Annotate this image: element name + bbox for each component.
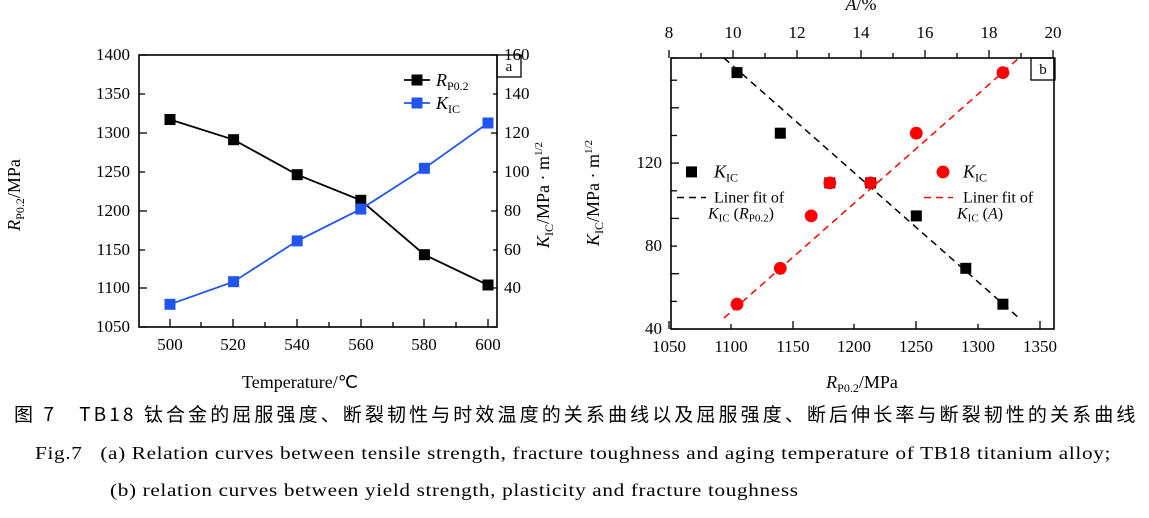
svg-text:12: 12	[789, 23, 806, 42]
svg-text:1250: 1250	[899, 337, 933, 356]
svg-text:600: 600	[475, 335, 501, 354]
svg-text:40: 40	[504, 278, 521, 297]
svg-text:KIC: KIC	[962, 162, 987, 185]
svg-text:160: 160	[504, 45, 530, 64]
svg-text:KIC (A): KIC (A)	[956, 206, 1003, 225]
svg-text:540: 540	[284, 335, 310, 354]
svg-text:1350: 1350	[96, 84, 130, 103]
svg-text:KIC: KIC	[435, 93, 460, 116]
svg-text:16: 16	[917, 23, 934, 42]
svg-text:60: 60	[504, 240, 521, 259]
svg-text:1200: 1200	[837, 337, 871, 356]
svg-text:1050: 1050	[652, 337, 686, 356]
svg-text:Liner fit of: Liner fit of	[714, 190, 785, 207]
svg-text:1050: 1050	[96, 317, 130, 336]
svg-text:1250: 1250	[96, 162, 130, 181]
svg-text:580: 580	[411, 335, 437, 354]
svg-text:120: 120	[637, 153, 663, 172]
svg-text:500: 500	[157, 335, 183, 354]
svg-text:Temperature/℃: Temperature/℃	[242, 372, 358, 392]
svg-text:1150: 1150	[776, 337, 809, 356]
svg-text:KIC (RP0.2): KIC (RP0.2)	[707, 206, 774, 225]
svg-text:520: 520	[220, 335, 246, 354]
svg-text:8: 8	[665, 23, 674, 42]
svg-text:1300: 1300	[96, 123, 130, 142]
svg-text:b: b	[1039, 62, 1047, 78]
svg-text:1100: 1100	[97, 278, 130, 297]
svg-text:120: 120	[504, 123, 530, 142]
svg-text:10: 10	[725, 23, 742, 42]
svg-text:A/%: A/%	[845, 0, 877, 14]
svg-text:20: 20	[1045, 23, 1062, 42]
svg-text:140: 140	[504, 84, 530, 103]
svg-text:80: 80	[504, 201, 521, 220]
svg-text:1150: 1150	[97, 240, 130, 259]
svg-text:560: 560	[348, 335, 374, 354]
svg-text:KIC: KIC	[713, 162, 738, 185]
svg-text:1200: 1200	[96, 201, 130, 220]
svg-text:40: 40	[645, 319, 662, 338]
svg-text:RP0.2: RP0.2	[435, 70, 469, 93]
svg-text:1400: 1400	[96, 45, 130, 64]
svg-text:Liner fit of: Liner fit of	[963, 190, 1034, 207]
svg-text:KIC/MPa · m1/2: KIC/MPa · m1/2	[583, 140, 606, 247]
svg-text:1300: 1300	[961, 337, 995, 356]
svg-text:KIC/MPa · m1/2: KIC/MPa · m1/2	[533, 142, 556, 249]
svg-text:14: 14	[853, 23, 871, 42]
svg-text:80: 80	[645, 236, 662, 255]
svg-text:1100: 1100	[714, 337, 747, 356]
svg-text:RP0.2/MPa: RP0.2/MPa	[4, 159, 27, 232]
svg-text:18: 18	[981, 23, 998, 42]
svg-text:100: 100	[504, 162, 530, 181]
svg-text:1350: 1350	[1023, 337, 1057, 356]
svg-text:RP0.2/MPa: RP0.2/MPa	[825, 372, 898, 395]
